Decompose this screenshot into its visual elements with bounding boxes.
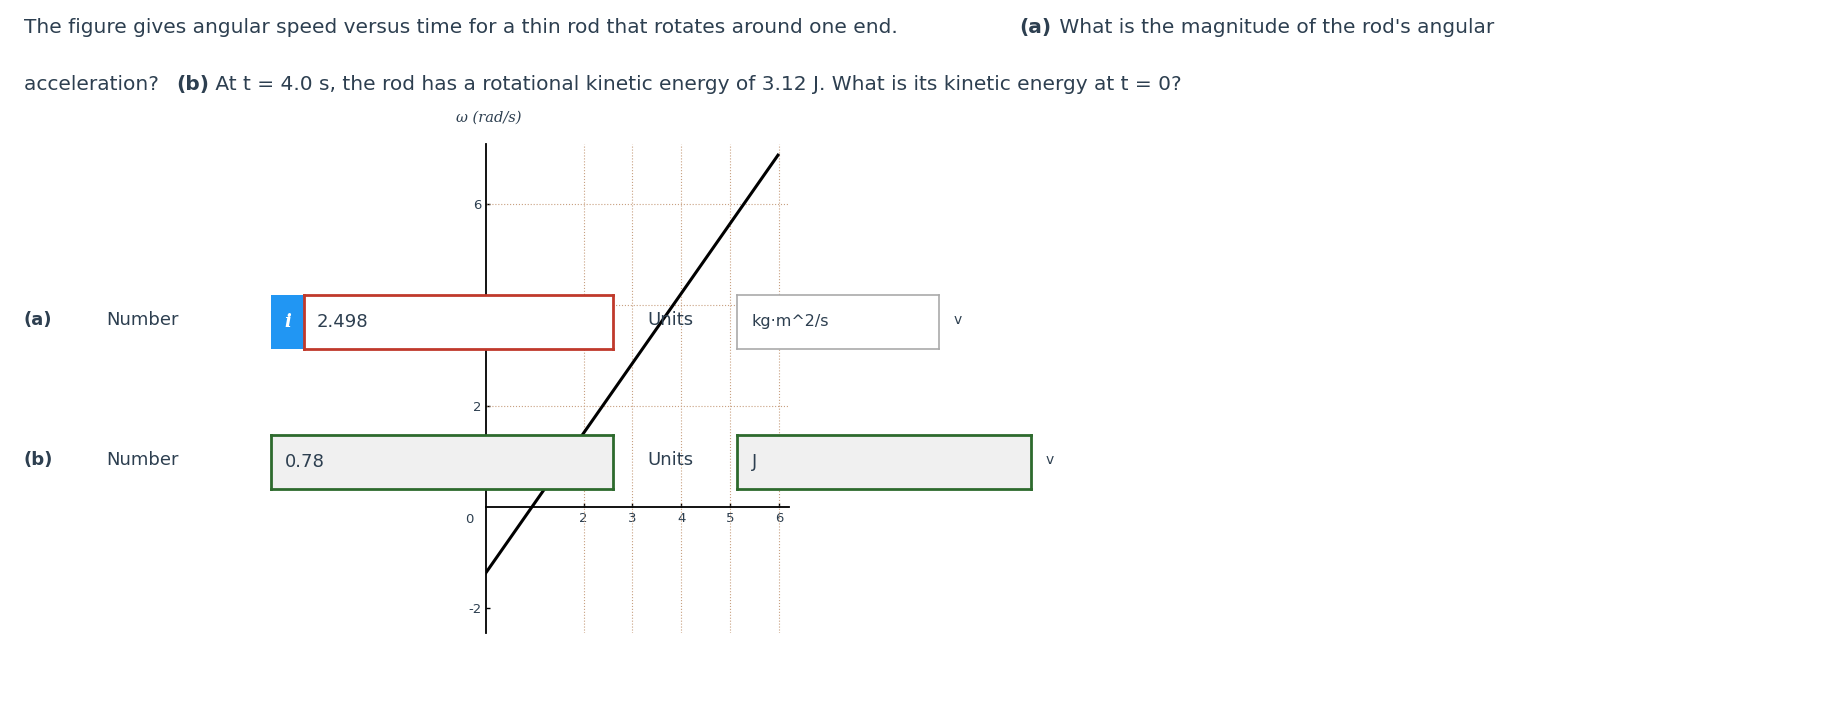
Text: acceleration?: acceleration? [24, 75, 165, 94]
Text: At t = 4.0 s, the rod has a rotational kinetic energy of 3.12 J. What is its kin: At t = 4.0 s, the rod has a rotational k… [209, 75, 1181, 94]
Text: v: v [1045, 453, 1053, 467]
Text: t (s): t (s) [801, 452, 831, 466]
Text: (b): (b) [176, 75, 209, 94]
Text: v: v [954, 313, 961, 327]
Text: (b): (b) [24, 451, 53, 470]
Text: Number: Number [106, 311, 180, 329]
Text: (a): (a) [1020, 18, 1051, 37]
Text: Number: Number [106, 451, 180, 470]
Text: What is the magnitude of the rod's angular: What is the magnitude of the rod's angul… [1053, 18, 1495, 37]
Text: kg·m^2/s: kg·m^2/s [752, 314, 829, 329]
Text: Units: Units [647, 311, 693, 329]
Text: The figure gives angular speed versus time for a thin rod that rotates around on: The figure gives angular speed versus ti… [24, 18, 904, 37]
Text: 0: 0 [466, 513, 473, 526]
Text: J: J [752, 453, 757, 471]
Text: 2.498: 2.498 [317, 313, 369, 331]
Text: i: i [284, 313, 292, 331]
Text: Units: Units [647, 451, 693, 470]
Text: ω (rad/s): ω (rad/s) [457, 110, 521, 124]
Text: 0.78: 0.78 [284, 453, 325, 471]
Text: (a): (a) [24, 311, 53, 329]
